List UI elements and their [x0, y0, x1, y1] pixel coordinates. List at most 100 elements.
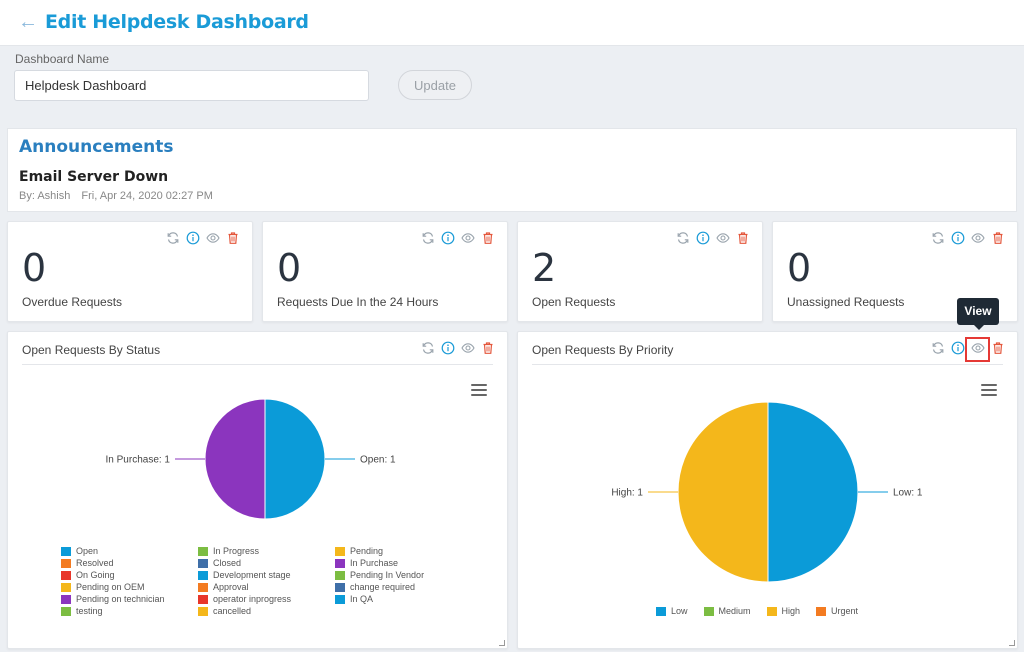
legend-item-pending-on-technician[interactable]: Pending on technician	[61, 594, 165, 604]
legend-swatch	[335, 558, 345, 568]
legend-label: cancelled	[213, 606, 252, 616]
widget-tools	[421, 341, 495, 355]
pie-slice-high[interactable]	[677, 401, 769, 583]
delete-icon[interactable]	[991, 341, 1005, 355]
legend-label: Low	[671, 606, 688, 616]
priority-legend: Low Medium High Urgent	[656, 606, 874, 616]
legend-item-cancelled[interactable]: cancelled	[198, 606, 251, 616]
chart-menu-icon[interactable]	[471, 384, 487, 397]
legend-item-high[interactable]: High	[766, 606, 801, 616]
legend-label: Pending In Vendor	[350, 570, 425, 580]
status-pie-chart: Open: 1 In Purchase: 1	[106, 398, 396, 520]
legend-swatch	[656, 606, 666, 616]
info-icon[interactable]	[441, 341, 455, 355]
legend-label: Resolved	[76, 558, 114, 568]
legend-swatch	[198, 594, 208, 604]
widget-tools	[421, 231, 495, 245]
info-icon[interactable]	[186, 231, 200, 245]
info-icon[interactable]	[696, 231, 710, 245]
info-icon[interactable]	[441, 231, 455, 245]
delete-icon[interactable]	[226, 231, 240, 245]
refresh-icon[interactable]	[931, 231, 945, 245]
view-tooltip: View	[957, 298, 999, 330]
pie-slice-low[interactable]	[767, 401, 859, 583]
legend-item-resolved[interactable]: Resolved	[61, 558, 114, 568]
legend-item-development-stage[interactable]: Development stage	[198, 570, 291, 580]
update-button[interactable]: Update	[398, 70, 472, 100]
stat-value: 0	[22, 246, 47, 290]
refresh-icon[interactable]	[166, 231, 180, 245]
resize-handle[interactable]	[1009, 640, 1015, 646]
refresh-icon[interactable]	[421, 341, 435, 355]
legend-label: High	[781, 606, 801, 616]
legend-item-pending-on-oem[interactable]: Pending on OEM	[61, 582, 145, 592]
info-icon[interactable]	[951, 341, 965, 355]
pie-data-label: Open: 1	[360, 455, 396, 466]
announcements-title: Announcements	[19, 137, 174, 157]
chart-menu-icon[interactable]	[981, 384, 997, 397]
divider	[532, 364, 1003, 365]
legend-label: In Purchase	[350, 558, 399, 568]
legend-item-approval[interactable]: Approval	[198, 582, 249, 592]
legend-item-low[interactable]: Low	[656, 606, 688, 616]
view-icon[interactable]	[716, 231, 730, 245]
view-icon[interactable]	[971, 341, 985, 355]
view-icon[interactable]	[971, 231, 985, 245]
legend-item-closed[interactable]: Closed	[198, 558, 241, 568]
legend-label: Open	[76, 546, 99, 556]
legend-label: Medium	[718, 606, 751, 616]
arrow-left-icon[interactable]: ←	[18, 11, 38, 33]
delete-icon[interactable]	[481, 231, 495, 245]
legend-label: operator inprogress	[213, 594, 292, 604]
legend-label: In Progress	[213, 546, 260, 556]
legend-item-on-going[interactable]: On Going	[61, 570, 115, 580]
legend-swatch	[198, 546, 208, 556]
legend-swatch	[335, 594, 345, 604]
legend-label: Development stage	[213, 570, 291, 580]
legend-item-open[interactable]: Open	[61, 546, 98, 556]
refresh-icon[interactable]	[931, 341, 945, 355]
legend-item-in-qa[interactable]: In QA	[335, 594, 373, 604]
legend-swatch	[198, 606, 208, 616]
legend-swatch	[61, 546, 71, 556]
legend-item-testing[interactable]: testing	[61, 606, 103, 616]
view-icon[interactable]	[461, 341, 475, 355]
widget-tools	[931, 341, 1005, 355]
legend-item-pending[interactable]: Pending	[335, 546, 383, 556]
legend-swatch	[816, 606, 827, 616]
legend-item-urgent[interactable]: Urgent	[816, 606, 858, 616]
priority-pie-chart: Low: 1 High: 1	[611, 401, 923, 583]
widget-tools	[931, 231, 1005, 245]
dashboard-name-input[interactable]	[14, 70, 369, 101]
legend-item-in-progress[interactable]: In Progress	[198, 546, 259, 556]
legend-item-in-purchase[interactable]: In Purchase	[335, 558, 398, 568]
widget-tools	[166, 231, 240, 245]
delete-icon[interactable]	[991, 231, 1005, 245]
legend-label: Closed	[213, 558, 242, 568]
legend-item-operator-inprogress[interactable]: operator inprogress	[198, 594, 291, 604]
delete-icon[interactable]	[736, 231, 750, 245]
view-icon[interactable]	[206, 231, 220, 245]
info-icon[interactable]	[951, 231, 965, 245]
divider	[22, 364, 493, 365]
announcement-meta: By: Ashish Fri, Apr 24, 2020 02:27 PM	[19, 190, 221, 202]
status-chart-widget: Open Requests By Status Open: 1 In Purcha…	[7, 331, 508, 649]
legend-label: Urgent	[831, 606, 859, 616]
legend-item-change-required[interactable]: change required	[335, 582, 415, 592]
top-bar: ← Edit Helpdesk Dashboard	[0, 0, 1024, 46]
view-icon[interactable]	[461, 231, 475, 245]
legend-item-pending-in-vendor[interactable]: Pending In Vendor	[335, 570, 424, 580]
legend-item-medium[interactable]: Medium	[703, 606, 751, 616]
legend-swatch	[198, 570, 208, 580]
legend-swatch	[198, 558, 208, 568]
pie-data-label: In Purchase: 1	[106, 455, 171, 466]
pie-data-label: Low: 1	[893, 488, 923, 499]
refresh-icon[interactable]	[676, 231, 690, 245]
resize-handle[interactable]	[499, 640, 505, 646]
announcement-title[interactable]: Email Server Down	[19, 169, 169, 185]
pie-data-label: High: 1	[611, 488, 643, 499]
delete-icon[interactable]	[481, 341, 495, 355]
refresh-icon[interactable]	[421, 231, 435, 245]
legend-swatch	[198, 582, 208, 592]
stat-card-overdue: 0 Overdue Requests	[7, 221, 253, 322]
